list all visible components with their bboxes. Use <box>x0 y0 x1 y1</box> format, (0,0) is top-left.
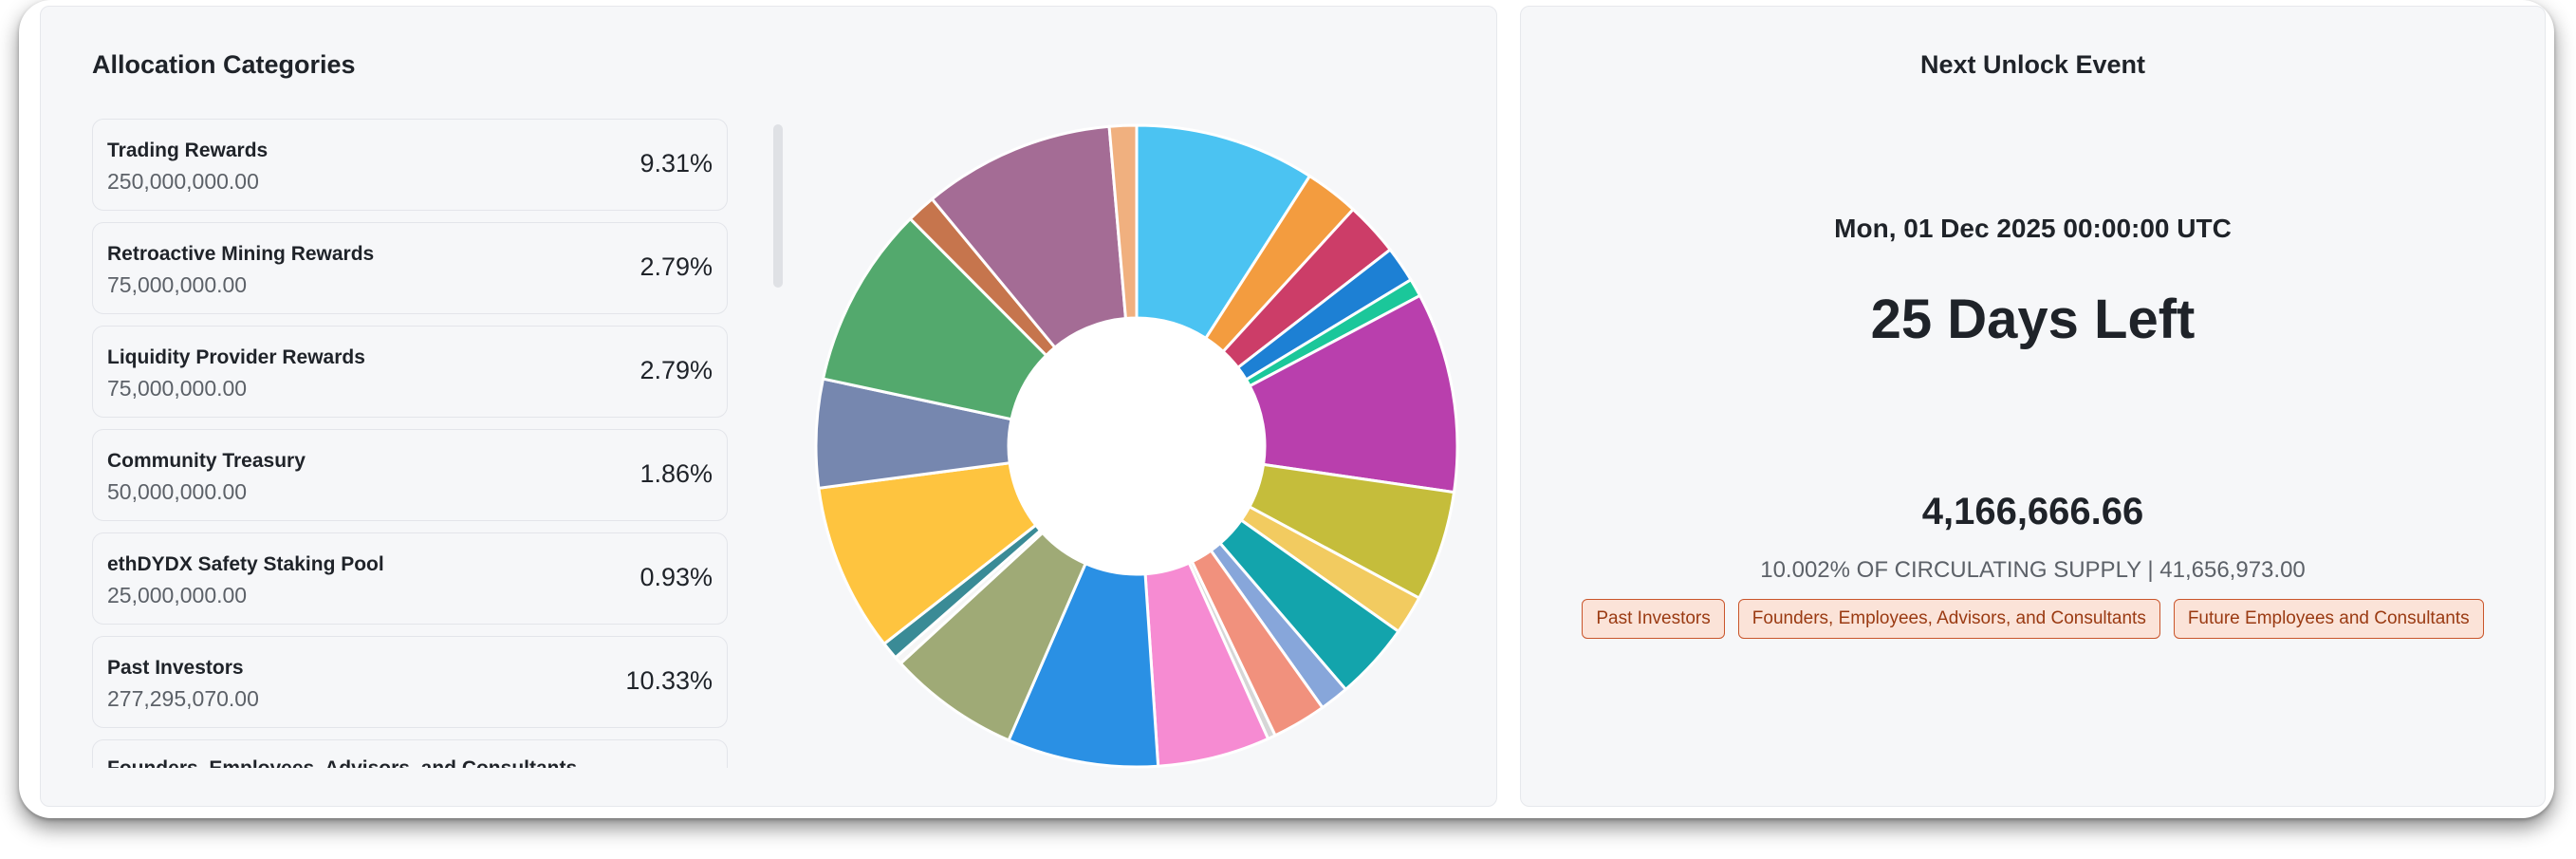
allocation-list[interactable]: Trading Rewards 250,000,000.00 9.31% Ret… <box>92 119 730 768</box>
list-item[interactable]: Past Investors 277,295,070.00 10.33% <box>92 636 728 728</box>
days-left: 25 Days Left <box>1870 289 2196 350</box>
list-scrollbar[interactable] <box>773 124 783 288</box>
donut-hole <box>1010 319 1264 573</box>
category-amount: 50,000,000.00 <box>107 479 248 504</box>
list-item[interactable]: ethDYDX Safety Staking Pool 25,000,000.0… <box>92 532 728 625</box>
donut-slice[interactable] <box>1135 123 1312 341</box>
donut-slice[interactable] <box>930 124 1128 350</box>
dashboard-frame: Allocation Categories Trading Rewards 25… <box>19 0 2554 818</box>
category-percent: 2.79% <box>639 252 713 281</box>
unlock-amount: 4,166,666.66 <box>1921 491 2144 532</box>
allocation-title: Allocation Categories <box>92 50 356 79</box>
category-amount: 25,000,000.00 <box>107 583 248 607</box>
next-unlock-title: Next Unlock Event <box>1919 50 2146 79</box>
category-amount: 75,000,000.00 <box>107 376 248 401</box>
circulating-supply-text: 10.002% OF CIRCULATING SUPPLY | 41,656,9… <box>1760 557 2306 583</box>
list-item[interactable]: Community Treasury 50,000,000.00 1.86% <box>92 429 728 521</box>
category-name: Liquidity Provider Rewards <box>107 346 365 368</box>
next-unlock-card: Next Unlock Event Mon, 01 Dec 2025 00:00… <box>1520 6 2546 807</box>
category-percent: 9.31% <box>639 149 713 177</box>
donut-slice[interactable] <box>1248 293 1459 495</box>
list-item[interactable]: Trading Rewards 250,000,000.00 9.31% <box>92 119 728 211</box>
category-name: Past Investors <box>107 657 244 679</box>
category-name: ethDYDX Safety Staking Pool <box>107 553 384 575</box>
category-percent: 10.33% <box>625 666 713 695</box>
tag-future-employees[interactable]: Future Employees and Consultants <box>2173 599 2484 639</box>
allocation-card: Allocation Categories Trading Rewards 25… <box>40 6 1497 807</box>
list-item[interactable]: Liquidity Provider Rewards 75,000,000.00… <box>92 326 728 418</box>
category-amount: 277,295,070.00 <box>107 686 259 711</box>
unlock-category-tags: Past Investors Founders, Employees, Advi… <box>1521 599 2545 639</box>
category-percent: 1.86% <box>639 459 713 488</box>
category-amount: 250,000,000.00 <box>107 169 259 194</box>
category-name: Retroactive Mining Rewards <box>107 243 375 265</box>
category-name: Community Treasury <box>107 450 306 472</box>
tag-founders[interactable]: Founders, Employees, Advisors, and Consu… <box>1737 599 2160 639</box>
unlock-date: Mon, 01 Dec 2025 00:00:00 UTC <box>1834 214 2232 243</box>
allocation-donut-chart <box>814 123 1459 769</box>
category-percent: 2.79% <box>639 356 713 384</box>
donut-slice[interactable] <box>1107 123 1139 321</box>
category-amount: 75,000,000.00 <box>107 272 248 297</box>
category-name: Trading Rewards <box>107 140 269 161</box>
list-item[interactable]: Founders, Employees, Advisors, and Consu… <box>92 739 728 768</box>
tag-past-investors[interactable]: Past Investors <box>1582 599 1725 639</box>
list-item[interactable]: Retroactive Mining Rewards 75,000,000.00… <box>92 222 728 314</box>
category-percent: 0.93% <box>639 563 713 591</box>
category-name: Founders, Employees, Advisors, and Consu… <box>107 757 577 768</box>
